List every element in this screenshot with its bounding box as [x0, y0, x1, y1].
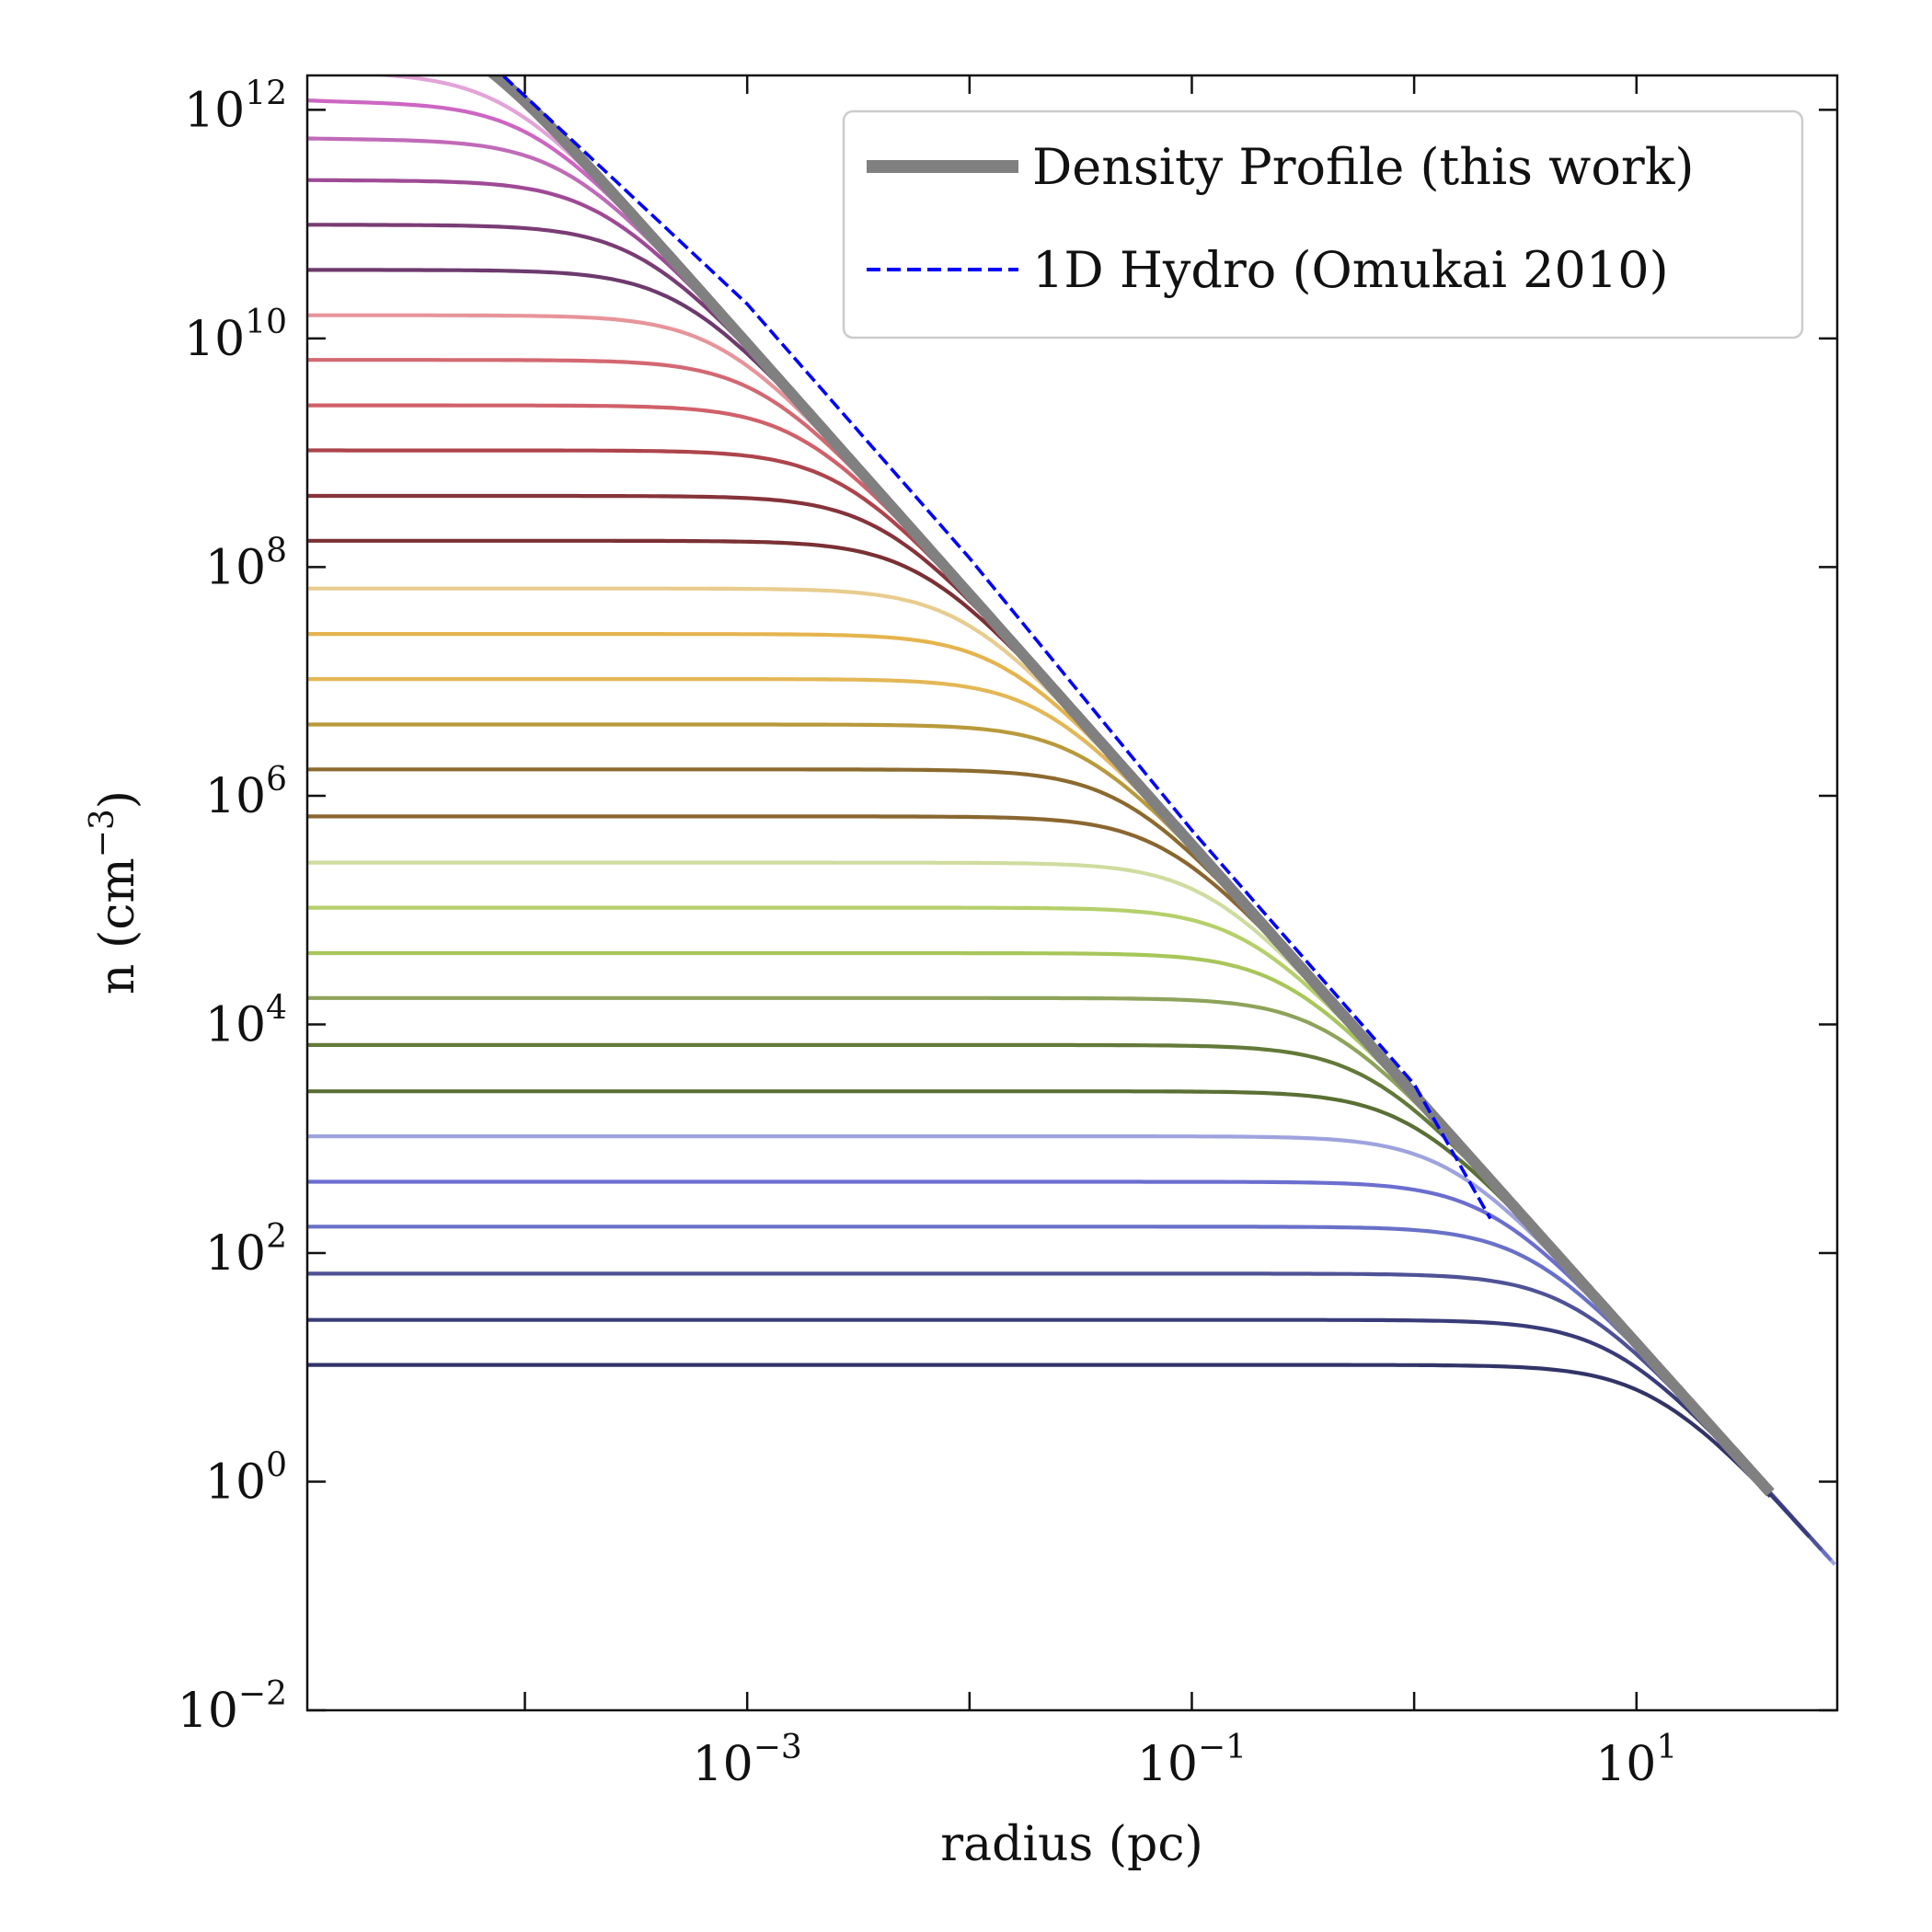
y-tick-labels: 10−2 100 102 104 106 108 1010 1012: [178, 75, 287, 1739]
ticks: [307, 75, 1837, 1712]
legend: Density Profile (this work) 1D Hydro (Om…: [842, 109, 1804, 339]
x-tick-labels: 10−3 10−1 101: [693, 1729, 1678, 1792]
hydro-profile: [500, 75, 1492, 1220]
y-tick-label: 100: [205, 1446, 287, 1510]
y-tick-label: 108: [205, 532, 287, 595]
main-profile-layer: [487, 75, 1775, 1497]
y-tick-label: 106: [205, 761, 287, 824]
y-tick-label: 1012: [184, 75, 287, 138]
plot-frame: [305, 74, 1839, 1712]
hydro-layer: [500, 75, 1492, 1220]
plot-background: [307, 75, 1837, 1710]
legend-label-main: Density Profile (this work): [1032, 138, 1694, 196]
y-tick-label: 104: [205, 989, 287, 1052]
model-curve: [307, 1271, 1823, 1552]
y-axis-title: n (cm−3): [84, 790, 145, 995]
x-tick-label: 10−3: [693, 1729, 802, 1792]
x-axis-title: radius (pc): [940, 1817, 1202, 1872]
x-tick-label: 101: [1595, 1729, 1677, 1792]
main-density-profile: [487, 75, 1775, 1497]
model-curve: [307, 1317, 1811, 1538]
y-tick-label: 102: [205, 1218, 287, 1282]
legend-label-hydro: 1D Hydro (Omukai 2010): [1032, 241, 1669, 299]
x-tick-label: 10−1: [1137, 1729, 1247, 1792]
model-curve: [307, 1363, 1772, 1498]
model-curve: [307, 1225, 1829, 1558]
legend-box: [842, 109, 1804, 339]
y-tick-label: 1010: [184, 304, 287, 367]
y-tick-label: 10−2: [178, 1675, 287, 1739]
